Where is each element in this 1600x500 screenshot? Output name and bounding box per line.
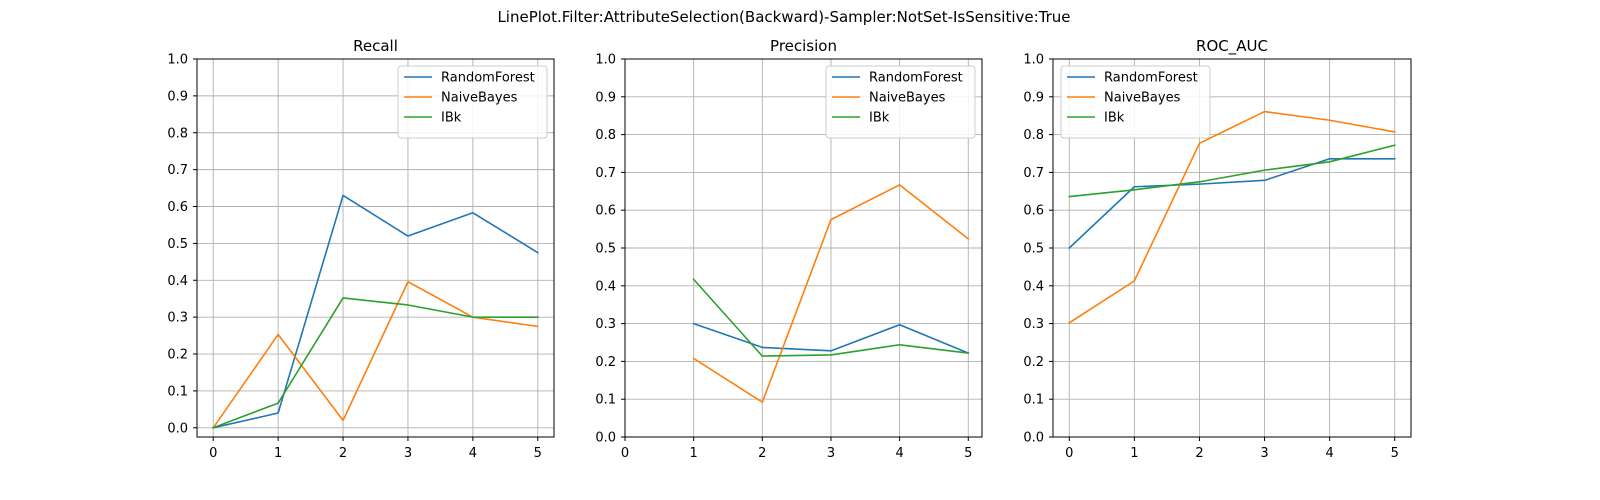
panel-3: 0 1 2 3 4 5 0.0 0.1 0.2 0.3 0.4 0.5 0.6 0.7 0.8 0.9 1.0 R… [1023,37,1412,461]
y-tick-label: 0.6 [167,200,188,215]
y-tick-label: 0.9 [595,90,616,105]
chart-panels: 0 1 2 3 4 5 0.0 0.1 0.2 0.3 0.4 0.5 0.6 0.7 0.8 0.9 1.0 R… [167,37,1412,461]
figure-title: LinePlot.Filter:AttributeSelection(Backw… [497,8,1070,26]
x-tick-label: 4 [469,446,477,461]
legend-label-ibk: IBk [441,111,462,126]
series-line-naivebayes [692,184,970,404]
x-tick-label: 1 [1130,446,1138,461]
y-tick-label: 0.8 [595,128,616,143]
legend-label-randomforest: RandomForest [441,71,535,86]
plot-frame [196,58,555,438]
series-line-ibk [212,297,539,429]
y-tick-label: 0.0 [167,421,188,436]
y-tick-label: 0.5 [1023,242,1044,257]
series-line-naivebayes [212,280,539,429]
y-tick-label: 0.2 [1023,355,1044,370]
x-tick-label: 0 [209,446,217,461]
series-line-ibk [692,278,970,357]
x-tick-label: 5 [1391,446,1399,461]
y-tick-label: 0.3 [1023,317,1044,332]
series-line-ibk [1068,144,1396,198]
x-tick-label: 3 [404,446,412,461]
y-tick-label: 0.6 [1023,204,1044,219]
legend-label-randomforest: RandomForest [1104,71,1198,86]
legend-label-ibk: IBk [869,111,890,126]
y-tick-label: 0.2 [167,348,188,363]
legend-box [1060,65,1211,139]
y-tick-label: 0.9 [1023,90,1044,105]
y-tick-label: 1.0 [167,53,188,68]
y-tick-label: 0.7 [167,163,188,178]
y-tick-label: 0.9 [167,89,188,104]
series-line-randomforest [692,322,970,355]
x-tick-label: 5 [964,446,972,461]
legend-label-ibk: IBk [1104,111,1125,126]
panel-title: Recall [353,37,398,55]
x-tick-label: 1 [690,446,698,461]
x-tick-label: 5 [534,446,542,461]
series-line-naivebayes [1068,110,1396,324]
y-tick-label: 0.2 [595,355,616,370]
series-line-randomforest [212,194,539,429]
panel-2: 0 1 2 3 4 5 0.0 0.1 0.2 0.3 0.4 0.5 0.6 0.7 0.8 0.9 1.0 P… [595,37,983,461]
y-tick-label: 0.5 [595,242,616,257]
y-tick-label: 1.0 [1023,53,1044,68]
y-tick-label: 0.4 [595,279,616,294]
legend-label-naivebayes: NaiveBayes [441,91,518,106]
legend: RandomForest NaiveBayes IBk [825,65,976,139]
legend: RandomForest NaiveBayes IBk [397,65,548,139]
x-tick-label: 2 [758,446,766,461]
legend: RandomForest NaiveBayes IBk [1060,65,1211,139]
y-tick-label: 0.7 [595,166,616,181]
legend-box [825,65,976,139]
legend-label-randomforest: RandomForest [869,71,963,86]
y-tick-label: 0.0 [1023,431,1044,446]
y-tick-label: 0.7 [1023,166,1044,181]
y-tick-label: 0.6 [595,204,616,219]
plot-frame [624,58,983,438]
y-tick-label: 0.1 [1023,393,1044,408]
plot-frame [1052,58,1412,438]
x-tick-label: 4 [895,446,903,461]
y-tick-label: 0.1 [595,393,616,408]
y-tick-label: 0.8 [167,126,188,141]
x-tick-label: 4 [1325,446,1333,461]
y-tick-label: 0.8 [1023,128,1044,143]
y-tick-label: 1.0 [595,53,616,68]
x-tick-label: 2 [339,446,347,461]
y-tick-label: 0.4 [167,274,188,289]
panel-1: 0 1 2 3 4 5 0.0 0.1 0.2 0.3 0.4 0.5 0.6 0.7 0.8 0.9 1.0 R… [167,37,555,461]
legend-label-naivebayes: NaiveBayes [1104,91,1181,106]
x-tick-label: 1 [274,446,282,461]
y-tick-label: 0.4 [1023,279,1044,294]
legend-box [397,65,548,139]
y-tick-label: 0.3 [167,311,188,326]
panel-title: ROC_AUC [1196,37,1268,56]
y-tick-label: 0.1 [167,384,188,399]
legend-label-naivebayes: NaiveBayes [869,91,946,106]
x-tick-label: 0 [1065,446,1073,461]
panel-title: Precision [770,37,837,55]
x-tick-label: 2 [1195,446,1203,461]
y-tick-label: 0.0 [595,431,616,446]
x-tick-label: 3 [827,446,835,461]
x-tick-label: 0 [621,446,629,461]
y-tick-label: 0.5 [167,237,188,252]
y-tick-label: 0.3 [595,317,616,332]
x-tick-label: 3 [1260,446,1268,461]
